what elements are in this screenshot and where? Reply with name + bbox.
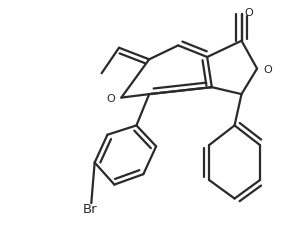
Text: Br: Br xyxy=(83,203,97,216)
Text: O: O xyxy=(107,93,115,103)
Text: O: O xyxy=(244,8,253,18)
Text: O: O xyxy=(263,64,272,74)
